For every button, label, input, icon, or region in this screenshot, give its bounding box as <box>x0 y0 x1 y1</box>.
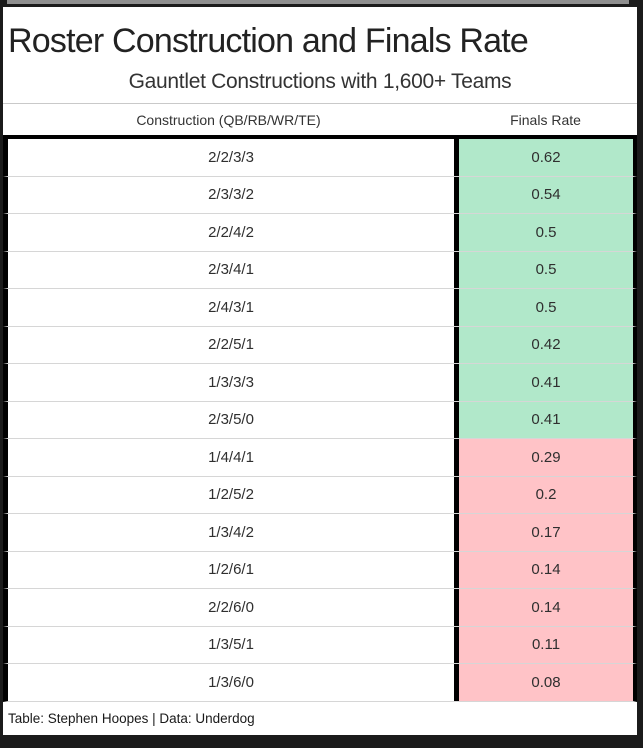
finals-rate-cell: 0.14 <box>454 589 633 626</box>
table-visual: Roster Construction and Finals Rate Gaun… <box>3 7 637 735</box>
page-title: Roster Construction and Finals Rate <box>8 22 529 60</box>
construction-cell: 1/3/3/3 <box>8 364 454 401</box>
table-row: 2/4/3/1 0.5 <box>3 289 637 327</box>
finals-rate-cell: 0.5 <box>454 214 633 251</box>
credit-footer: Table: Stephen Hoopes | Data: Underdog <box>8 710 255 726</box>
finals-rate-cell: 0.17 <box>454 514 633 551</box>
table-row: 2/3/3/2 0.54 <box>3 176 637 214</box>
finals-rate-cell: 0.08 <box>454 664 633 701</box>
finals-rate-cell: 0.14 <box>454 551 633 588</box>
table-body: 2/2/3/3 0.62 2/3/3/2 0.54 2/2/4/2 0.5 2/3/4/1 0… <box>3 139 637 702</box>
table-header-row: Construction (QB/RB/WR/TE) Finals Rate <box>3 104 637 135</box>
construction-cell: 2/2/4/2 <box>8 214 454 251</box>
construction-cell: 1/4/4/1 <box>8 439 454 476</box>
finals-rate-cell: 0.41 <box>454 401 633 438</box>
table-row: 1/3/3/3 0.41 <box>3 364 637 402</box>
table-row: 2/3/5/0 0.41 <box>3 401 637 439</box>
table-row: 1/3/6/0 0.08 <box>3 664 637 702</box>
finals-rate-cell: 0.5 <box>454 289 633 326</box>
construction-cell: 1/3/5/1 <box>8 626 454 663</box>
construction-cell: 2/3/5/0 <box>8 401 454 438</box>
table-row: 1/2/5/2 0.2 <box>3 476 637 514</box>
table-row: 1/3/4/2 0.17 <box>3 514 637 552</box>
finals-rate-cell: 0.54 <box>454 176 633 213</box>
finals-rate-cell: 0.62 <box>454 139 633 176</box>
table-row: 1/3/5/1 0.11 <box>3 626 637 664</box>
header-bottom-rule <box>3 135 637 139</box>
construction-cell: 2/2/3/3 <box>8 139 454 176</box>
finals-rate-cell: 0.2 <box>454 476 633 513</box>
header-top-divider <box>3 103 637 104</box>
table-row: 2/2/3/3 0.62 <box>3 139 637 177</box>
column-header-finals-rate: Finals Rate <box>510 111 581 128</box>
table-row: 2/2/4/2 0.5 <box>3 214 637 252</box>
construction-cell: 2/2/5/1 <box>8 326 454 363</box>
finals-rate-cell: 0.5 <box>454 251 633 288</box>
finals-rate-cell: 0.11 <box>454 626 633 663</box>
finals-rate-cell: 0.41 <box>454 364 633 401</box>
construction-cell: 2/2/6/0 <box>8 589 454 626</box>
construction-cell: 2/3/4/1 <box>8 251 454 288</box>
finals-rate-cell: 0.42 <box>454 326 633 363</box>
column-header-construction: Construction (QB/RB/WR/TE) <box>136 111 321 128</box>
table-row: 1/2/6/1 0.14 <box>3 551 637 589</box>
table-row: 2/2/6/0 0.14 <box>3 589 637 627</box>
construction-cell: 1/2/5/2 <box>8 476 454 513</box>
construction-cell: 1/3/6/0 <box>8 664 454 701</box>
window-top-edge <box>7 0 629 4</box>
table-row: 2/3/4/1 0.5 <box>3 251 637 289</box>
construction-cell: 1/2/6/1 <box>8 551 454 588</box>
table-row: 1/4/4/1 0.29 <box>3 439 637 477</box>
construction-cell: 2/3/3/2 <box>8 176 454 213</box>
page-subtitle: Gauntlet Constructions with 1,600+ Teams <box>128 70 512 93</box>
table-row: 2/2/5/1 0.42 <box>3 326 637 364</box>
construction-cell: 1/3/4/2 <box>8 514 454 551</box>
construction-cell: 2/4/3/1 <box>8 289 454 326</box>
finals-rate-cell: 0.29 <box>454 439 633 476</box>
